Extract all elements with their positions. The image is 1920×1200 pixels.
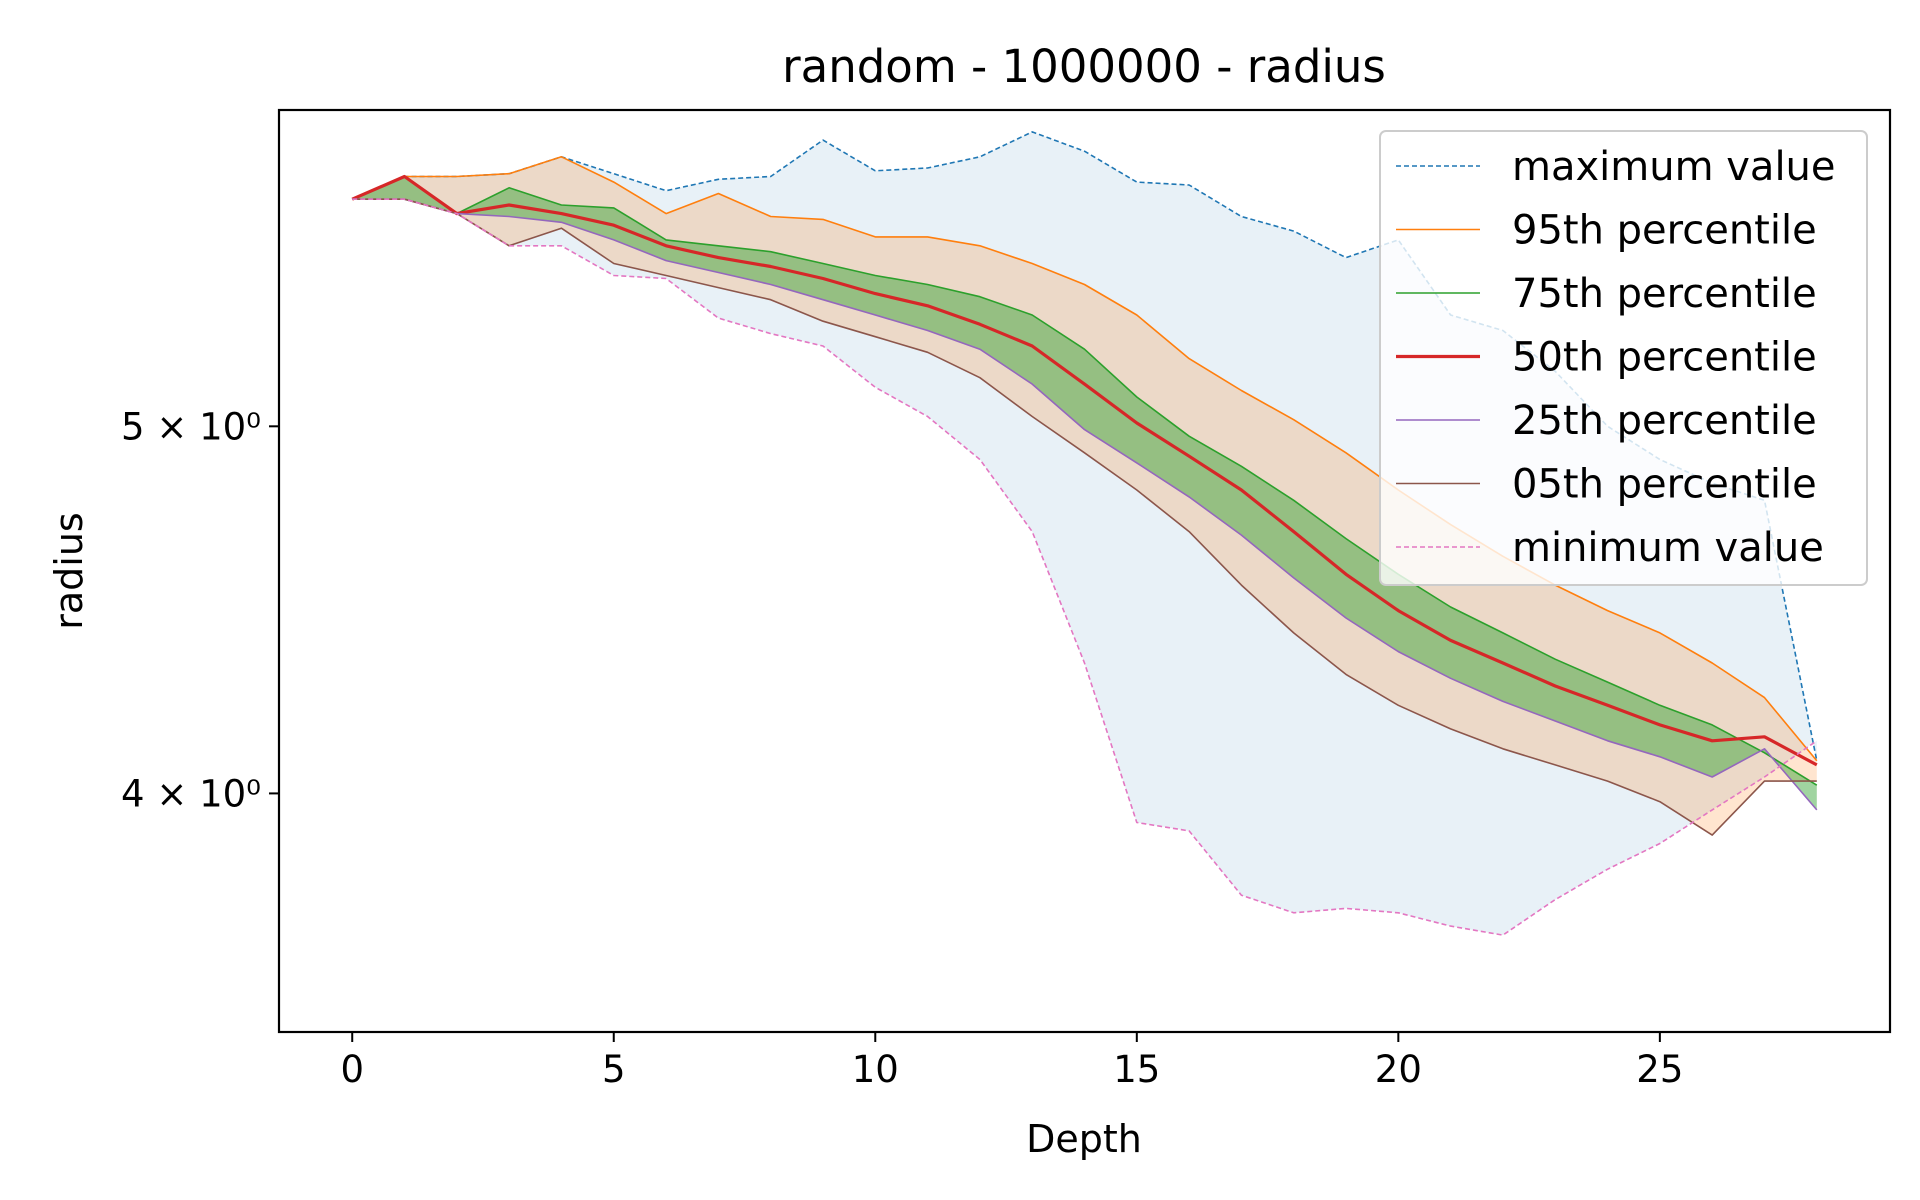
x-tick-label-1: 5 [602, 1048, 626, 1091]
band-1 [352, 156, 1817, 836]
legend: maximum value 95th percentile 75th percent… [1379, 130, 1868, 586]
y-tick-label-0: 4 × 10⁰ [121, 772, 261, 815]
x-axis-label: Depth [1026, 1117, 1142, 1161]
x-tick-label-0: 0 [340, 1048, 364, 1091]
series-line-2 [351, 175, 1818, 786]
legend-label-0: maximum value [1512, 144, 1836, 190]
x-axis: 0 5 10 15 20 25 [340, 1032, 1683, 1091]
legend-label-6: minimum value [1512, 525, 1824, 571]
legend-box [1379, 130, 1868, 586]
legend-label-5: 05th percentile [1512, 462, 1817, 508]
series-line-6 [352, 198, 1818, 936]
series-line-3 [351, 174, 1818, 767]
legend-label-3: 50th percentile [1512, 335, 1817, 381]
legend-label-1: 95th percentile [1512, 208, 1817, 254]
y-axis-label: radius [47, 512, 91, 629]
chart-title: random - 1000000 - radius [782, 40, 1386, 93]
series-line-4 [352, 198, 1818, 811]
y-axis: 4 × 10⁰ 5 × 10⁰ [121, 405, 279, 815]
x-tick-label-3: 15 [1113, 1048, 1160, 1091]
band-2 [352, 176, 1817, 810]
series-line-5 [352, 198, 1817, 836]
plot-frame [277, 108, 1892, 1034]
y-tick-label-1: 5 × 10⁰ [121, 405, 261, 448]
x-tick-label-4: 20 [1375, 1048, 1422, 1091]
legend-label-4: 25th percentile [1512, 398, 1817, 444]
series-line-1 [351, 156, 1818, 762]
legend-label-2: 75th percentile [1512, 271, 1817, 317]
x-tick-label-5: 25 [1636, 1048, 1683, 1091]
x-tick-label-2: 10 [852, 1048, 899, 1091]
